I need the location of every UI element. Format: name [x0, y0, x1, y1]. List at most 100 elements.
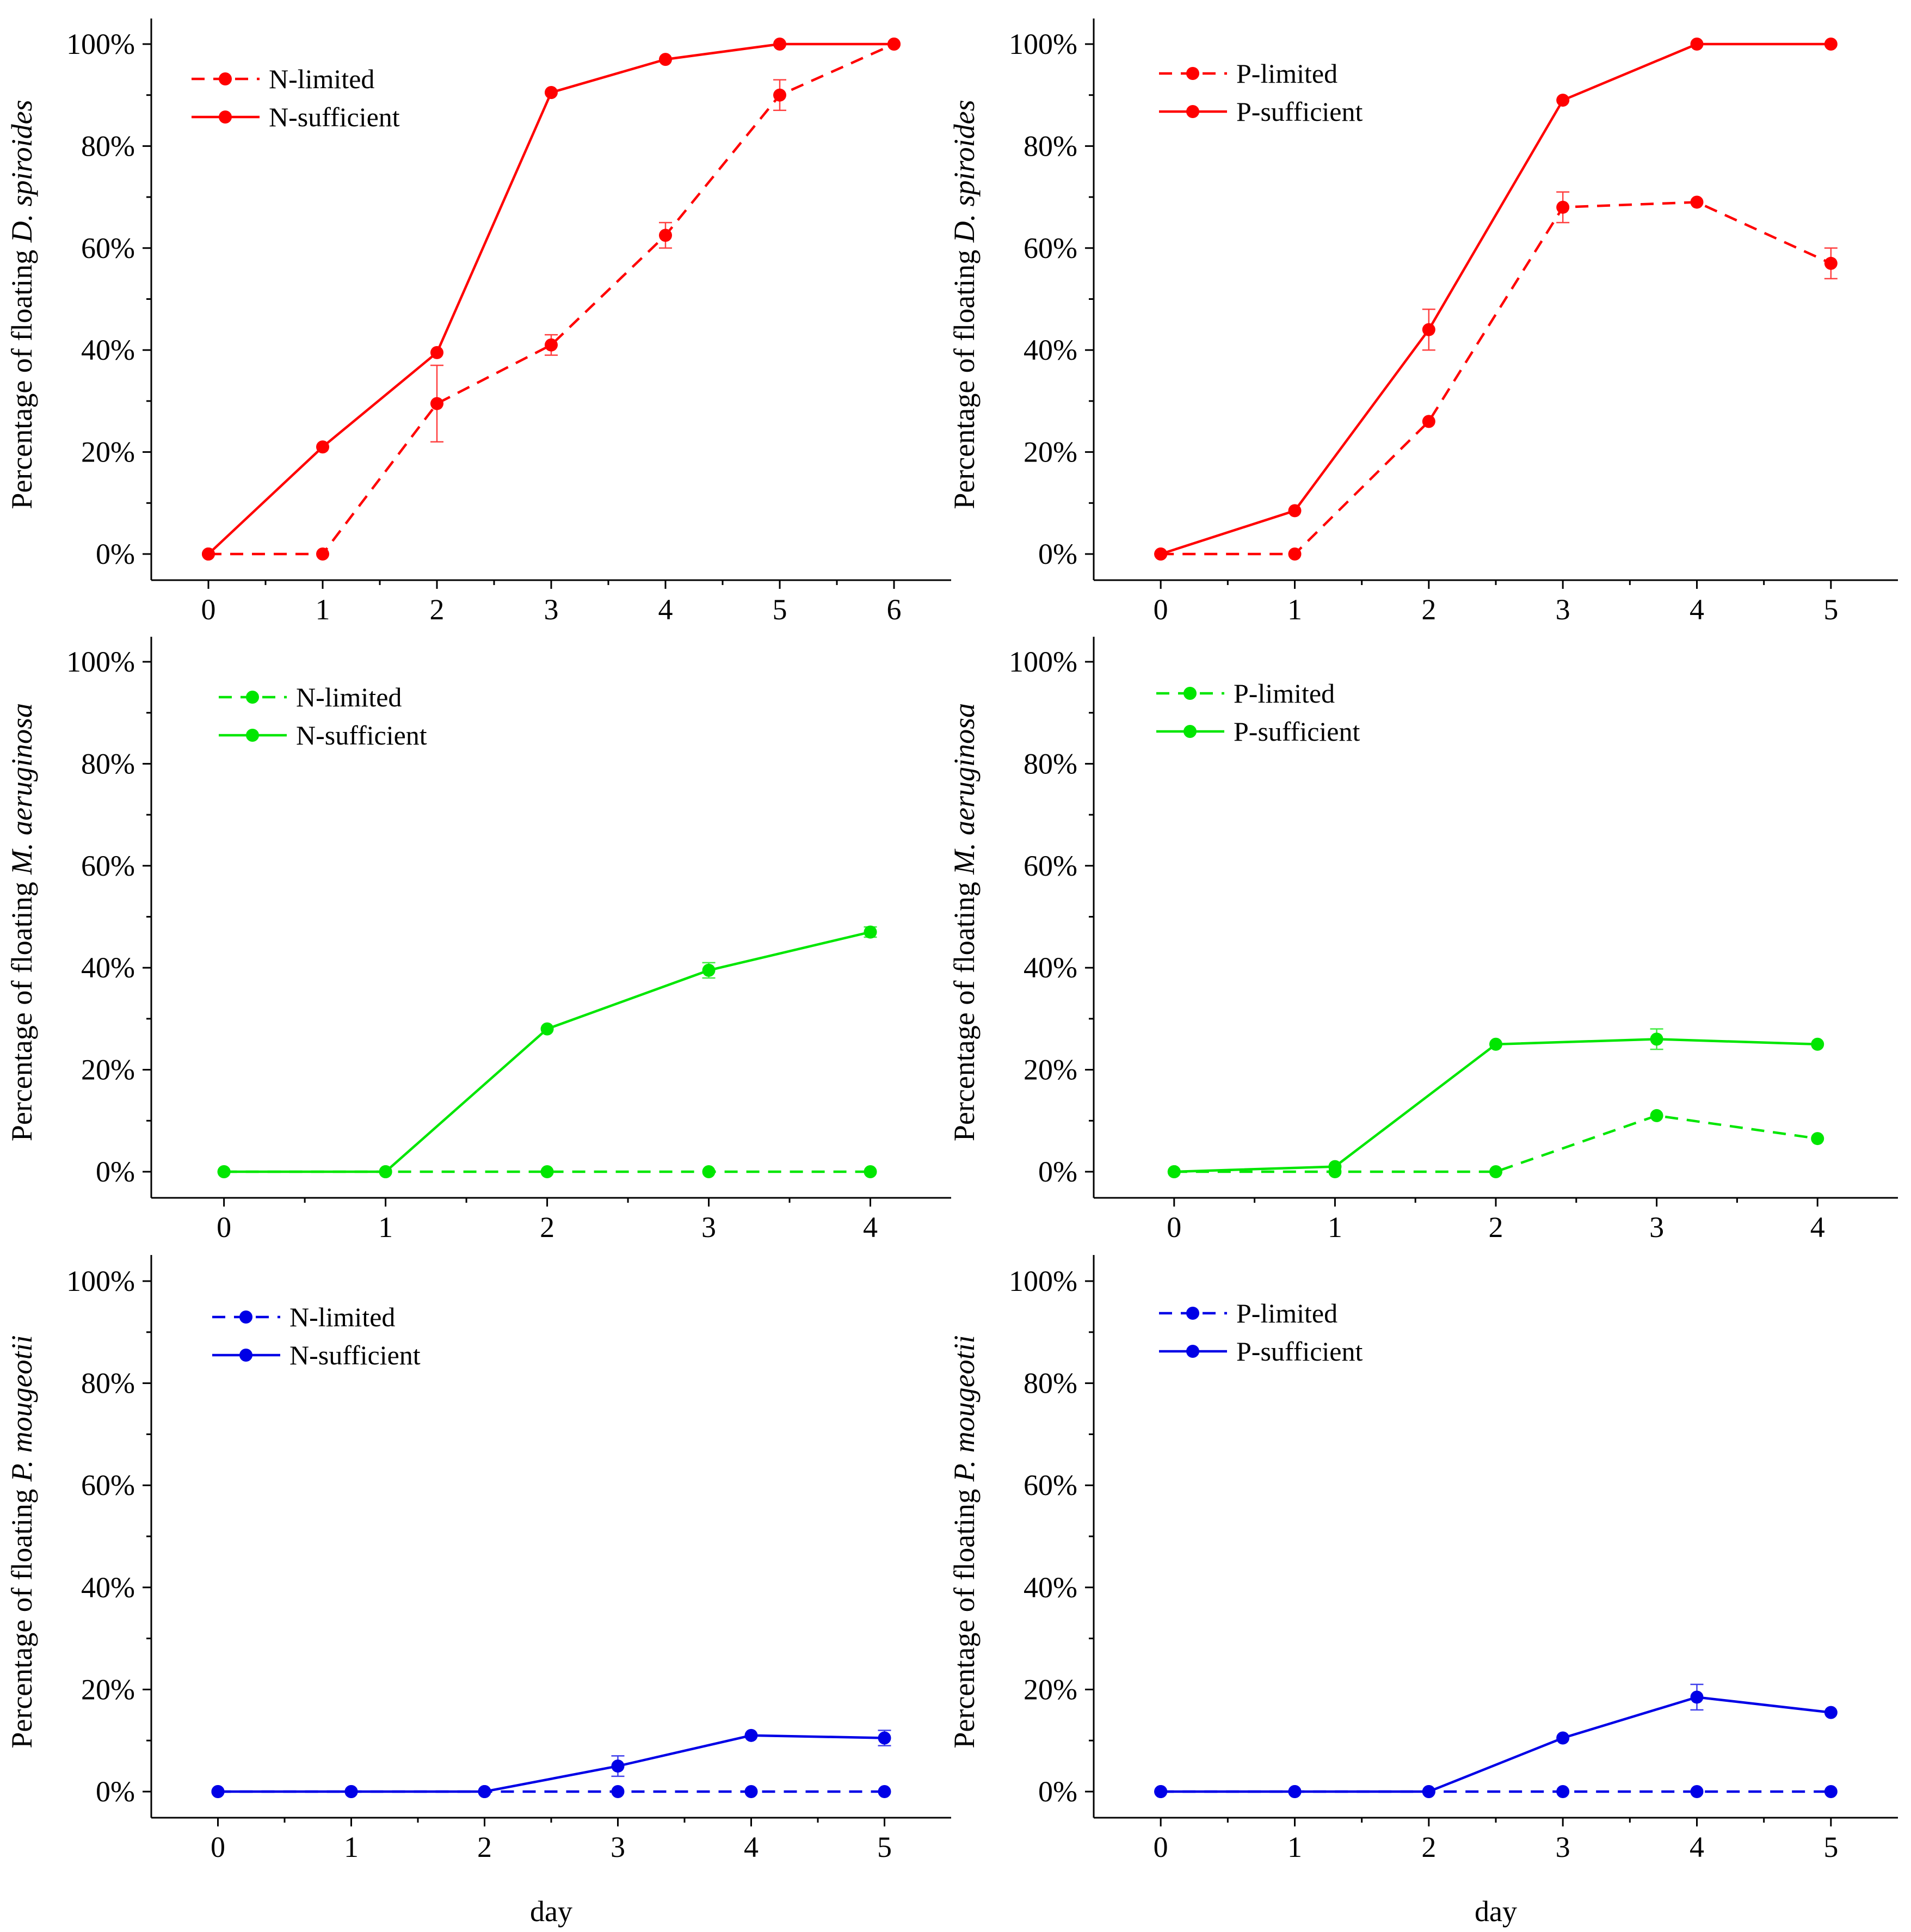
y-axis-title-prefix: Percentage of floating — [5, 875, 38, 1141]
x-tick-label: 2 — [540, 1211, 554, 1244]
chart-panel-6: 0% 20% 40% 60% 80% 100% 0 1 2 3 4 5 Percentage of fl… — [948, 1255, 1898, 1928]
data-point — [878, 1731, 891, 1745]
x-tick-label: 4 — [863, 1211, 878, 1244]
legend-label: N-sufficient — [269, 102, 400, 132]
data-point — [1690, 1690, 1704, 1704]
legend-marker — [239, 1310, 252, 1324]
chart-panel-4: 0% 20% 40% 60% 80% 100% 0 1 2 3 4 Percentage of flo… — [948, 637, 1898, 1244]
series-line — [218, 1734, 885, 1793]
y-tick-label: 40% — [81, 334, 135, 366]
legend: N-limited N-sufficient — [212, 1302, 421, 1370]
data-point — [217, 1165, 231, 1178]
x-axis-title: day — [1475, 1895, 1517, 1928]
legend-marker — [1183, 725, 1197, 738]
legend-label: P-sufficient — [1236, 1336, 1363, 1367]
y-tick-label: 60% — [1024, 1469, 1077, 1502]
data-point — [1556, 1785, 1570, 1798]
y-axis-title-prefix: Percentage of floating — [5, 242, 38, 509]
legend: P-limited P-sufficient — [1159, 58, 1363, 127]
series-n-limited — [202, 38, 901, 561]
legend-label: P-limited — [1236, 1298, 1337, 1328]
y-tick-label: 60% — [1024, 232, 1077, 264]
y-tick-label: 60% — [81, 850, 135, 882]
data-point — [1422, 323, 1435, 336]
chart-panel-3: 0% 20% 40% 60% 80% 100% 0 1 2 3 4 Percentage of flo… — [5, 637, 951, 1244]
data-point — [611, 1759, 625, 1773]
data-point — [1154, 1785, 1168, 1798]
x-tick-label: 1 — [1328, 1211, 1342, 1244]
y-tick-label: 80% — [81, 1367, 135, 1400]
x-tick-label: 4 — [1810, 1211, 1825, 1244]
data-point — [344, 1785, 358, 1798]
data-point — [545, 338, 558, 352]
data-point — [1489, 1165, 1502, 1178]
data-point — [878, 1785, 891, 1798]
y-tick-label: 40% — [1024, 951, 1077, 984]
data-point — [1824, 1785, 1838, 1798]
x-tick-label: 1 — [378, 1211, 393, 1244]
legend-marker — [239, 1349, 252, 1362]
y-tick-label: 40% — [1024, 1571, 1077, 1604]
y-tick-label: 20% — [1024, 1673, 1077, 1706]
y-axis-title: Percentage of floating M. aeruginosa — [948, 703, 981, 1141]
data-point — [864, 925, 877, 939]
y-axis-title-species: P. mougeotii — [948, 1335, 981, 1482]
data-point — [540, 1165, 554, 1178]
y-axis-title-prefix: Percentage of floating — [948, 875, 981, 1141]
x-tick-label: 6 — [887, 593, 902, 626]
series-p-sufficient — [1154, 1683, 1838, 1798]
y-axis-title-species: M. aeruginosa — [948, 703, 981, 875]
y-tick-label: 100% — [1009, 28, 1077, 60]
legend-marker — [246, 691, 259, 704]
data-point — [659, 229, 672, 242]
chart-panel-2: 0% 20% 40% 60% 80% 100% 0 1 2 3 4 5 Percentage of fl… — [948, 19, 1898, 626]
x-tick-label: 2 — [1489, 1211, 1503, 1244]
series-line — [1174, 1038, 1818, 1173]
series-line — [1161, 1696, 1832, 1793]
data-point — [1154, 547, 1168, 561]
data-point — [1556, 200, 1570, 214]
series-line — [1160, 42, 1831, 556]
data-point — [1824, 1706, 1838, 1719]
data-point — [1422, 1785, 1435, 1798]
data-point — [430, 346, 443, 359]
y-tick-label: 80% — [81, 130, 135, 162]
legend-marker — [219, 110, 232, 124]
y-tick-label: 20% — [1024, 1054, 1077, 1086]
data-point — [702, 1165, 716, 1178]
data-point — [478, 1785, 491, 1798]
series-n-sufficient — [211, 1728, 891, 1798]
y-tick-label: 80% — [1024, 747, 1077, 780]
x-tick-label: 3 — [1649, 1211, 1664, 1244]
y-tick-label: 0% — [96, 1155, 135, 1188]
data-point — [211, 1785, 225, 1798]
legend: P-limited P-sufficient — [1156, 678, 1360, 747]
x-tick-label: 4 — [1690, 1831, 1704, 1863]
series-p-sufficient — [1154, 38, 1838, 561]
data-point — [202, 547, 215, 561]
x-tick-label: 0 — [1167, 1211, 1181, 1244]
y-axis-title-species: P. mougeotii — [5, 1335, 38, 1482]
legend-marker — [1186, 1307, 1199, 1320]
legend-label: P-sufficient — [1236, 96, 1363, 127]
series-line — [224, 931, 871, 1173]
y-axis-title: Percentage of floating P. mougeotii — [948, 1335, 981, 1748]
series-n-sufficient — [217, 925, 877, 1178]
data-point — [1690, 38, 1704, 51]
data-point — [540, 1022, 554, 1036]
x-tick-label: 0 — [217, 1211, 231, 1244]
legend-label: N-sufficient — [289, 1340, 421, 1370]
legend-marker — [246, 729, 259, 742]
y-tick-label: 100% — [1009, 1265, 1077, 1297]
y-axis-title-species: M. aeruginosa — [5, 703, 38, 875]
legend: N-limited N-sufficient — [192, 64, 400, 132]
data-point — [773, 88, 786, 102]
data-point — [1288, 1785, 1302, 1798]
y-axis-title: Percentage of floating P. mougeotii — [5, 1335, 38, 1748]
y-tick-label: 20% — [81, 1054, 135, 1086]
x-tick-label: 0 — [1154, 1831, 1168, 1863]
y-tick-label: 40% — [81, 1571, 135, 1604]
x-tick-label: 3 — [544, 593, 559, 626]
y-tick-label: 0% — [96, 538, 135, 570]
